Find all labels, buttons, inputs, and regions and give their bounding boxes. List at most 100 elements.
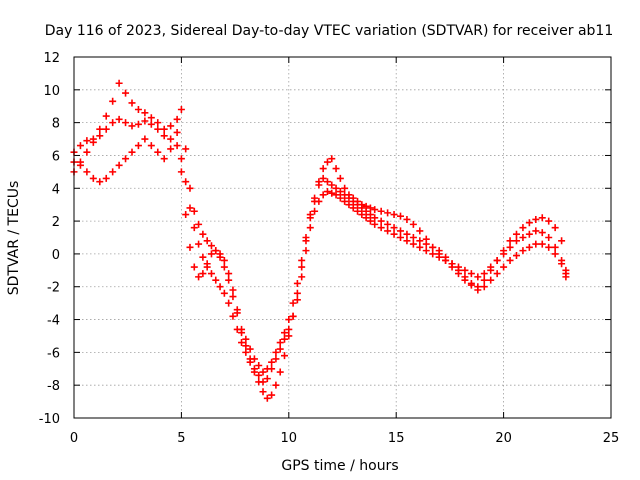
data-point xyxy=(416,243,424,251)
data-point xyxy=(319,165,327,173)
data-point xyxy=(422,247,430,255)
data-point xyxy=(154,119,162,127)
y-axis-label: SDTVAR / TECUs xyxy=(6,181,22,296)
data-point xyxy=(341,184,349,192)
data-point xyxy=(83,148,91,156)
data-point xyxy=(403,215,411,223)
y-tick-label: 12 xyxy=(43,51,60,66)
y-tick-label: -10 xyxy=(39,412,60,427)
data-point xyxy=(147,142,155,150)
data-point xyxy=(128,99,136,107)
data-point xyxy=(109,168,117,176)
data-point xyxy=(160,125,168,133)
data-point xyxy=(454,266,462,274)
data-point xyxy=(289,312,297,320)
x-tick-label: 25 xyxy=(603,431,620,446)
data-point xyxy=(173,128,181,136)
data-points xyxy=(70,79,570,402)
y-tick-label: -2 xyxy=(47,281,60,296)
data-point xyxy=(480,270,488,278)
data-point xyxy=(83,137,91,145)
data-point xyxy=(416,237,424,245)
y-tick-label: -6 xyxy=(47,346,60,361)
data-point xyxy=(276,345,284,353)
data-point xyxy=(390,230,398,238)
data-point xyxy=(259,388,267,396)
data-point xyxy=(519,224,527,232)
data-point xyxy=(332,165,340,173)
data-point xyxy=(377,217,385,225)
data-point xyxy=(134,120,142,128)
data-point xyxy=(474,273,482,281)
data-point xyxy=(250,355,258,363)
data-point xyxy=(167,135,175,143)
data-point xyxy=(358,204,366,212)
data-point xyxy=(371,220,379,228)
data-point xyxy=(177,106,185,114)
data-point xyxy=(147,114,155,122)
data-point xyxy=(493,256,501,264)
data-point xyxy=(285,316,293,324)
data-point xyxy=(345,194,353,202)
series-1 xyxy=(70,79,570,402)
data-point xyxy=(558,260,566,268)
data-point xyxy=(474,286,482,294)
data-point xyxy=(500,263,508,271)
data-point xyxy=(319,191,327,199)
data-point xyxy=(532,240,540,248)
data-point xyxy=(173,115,181,123)
x-tick-label: 0 xyxy=(70,431,78,446)
chart-title: Day 116 of 2023, Sidereal Day-to-day VTE… xyxy=(45,23,614,39)
data-point xyxy=(134,106,142,114)
data-point xyxy=(302,247,310,255)
data-point xyxy=(281,329,289,337)
data-point xyxy=(461,273,469,281)
data-point xyxy=(122,155,130,163)
data-point xyxy=(545,217,553,225)
data-point xyxy=(306,224,314,232)
data-point xyxy=(259,368,267,376)
x-tick-label: 20 xyxy=(495,431,512,446)
data-point xyxy=(371,214,379,222)
data-point xyxy=(323,158,331,166)
data-point xyxy=(285,332,293,340)
data-point xyxy=(263,375,271,383)
data-point xyxy=(96,132,104,140)
data-point xyxy=(177,168,185,176)
data-point xyxy=(480,276,488,284)
data-point xyxy=(328,181,336,189)
data-point xyxy=(173,142,181,150)
data-point xyxy=(268,358,276,366)
data-point xyxy=(362,207,370,215)
data-point xyxy=(199,253,207,261)
data-point xyxy=(246,358,254,366)
data-point xyxy=(349,204,357,212)
data-point xyxy=(354,207,362,215)
data-point xyxy=(332,191,340,199)
data-point xyxy=(429,250,437,258)
data-point xyxy=(328,155,336,163)
data-point xyxy=(532,215,540,223)
data-point xyxy=(442,253,450,261)
x-tick-label: 10 xyxy=(281,431,298,446)
data-point xyxy=(102,112,110,120)
data-point xyxy=(195,220,203,228)
data-point xyxy=(293,296,301,304)
x-axis-label: GPS time / hours xyxy=(281,458,398,474)
data-point xyxy=(255,371,263,379)
data-point xyxy=(160,155,168,163)
x-tick-label: 5 xyxy=(177,431,185,446)
data-point xyxy=(96,178,104,186)
data-point xyxy=(89,174,97,182)
data-point xyxy=(186,243,194,251)
data-point xyxy=(177,155,185,163)
data-point xyxy=(390,211,398,219)
data-point xyxy=(377,207,385,215)
data-point xyxy=(182,145,190,153)
data-point xyxy=(315,197,323,205)
data-point xyxy=(467,270,475,278)
data-point xyxy=(341,197,349,205)
data-point xyxy=(268,391,276,399)
